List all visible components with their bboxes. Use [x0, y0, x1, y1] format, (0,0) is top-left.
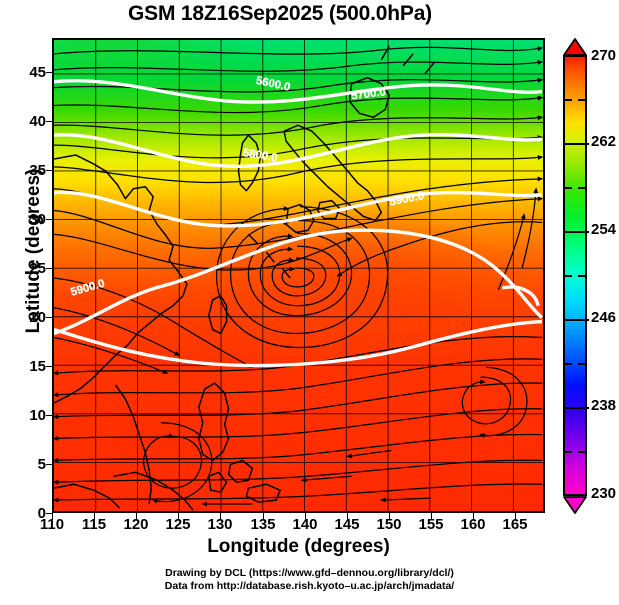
x-tick-label: 125: [165, 516, 191, 533]
y-tick-label: 30: [29, 211, 46, 228]
y-tick-label: 5: [37, 456, 46, 473]
colorbar-tick-254: [565, 231, 589, 233]
y-tick-label: 0: [37, 505, 46, 522]
x-tick-label: 140: [292, 516, 318, 533]
y-tick-label: 40: [29, 113, 46, 130]
y-tick-label: 10: [29, 407, 46, 424]
coastline-layer: [54, 45, 436, 511]
x-tick-label: 120: [123, 516, 149, 533]
contour-label: 5800.0: [242, 147, 278, 164]
colorbar[interactable]: 270 262 254 246 238 230: [563, 38, 616, 514]
streamline-layer: [54, 46, 543, 507]
colorbar-extend-top-icon: [563, 38, 587, 56]
contour-label: 5600.0: [255, 75, 292, 94]
contour-label: 5900.0: [69, 278, 106, 299]
y-tick-label: 15: [29, 358, 46, 375]
x-tick-label: 155: [418, 516, 444, 533]
x-axis-title: Longitude (degrees): [207, 536, 390, 557]
page-title: GSM 18Z16Sep2025 (500.0hPa): [128, 2, 432, 25]
plot-inner: 5600.0 5700.0 5800.0 5900.0 5900.0: [54, 40, 543, 511]
colorbar-label: 238: [591, 397, 617, 414]
colorbar-tick-246: [565, 319, 589, 321]
x-tick-label: 145: [334, 516, 360, 533]
y-tick-label: 35: [29, 162, 46, 179]
x-tick-label: 110: [39, 516, 65, 533]
credit-line-data: Data from http://database.rish.kyoto–u.a…: [164, 580, 455, 592]
credit-line-drawing: Drawing by DCL (https://www.gfd–dennou.o…: [165, 567, 454, 579]
colorbar-label: 246: [591, 309, 617, 326]
colorbar-label: 254: [591, 221, 617, 238]
colorbar-tick-238: [565, 407, 589, 409]
colorbar-label: 230: [591, 485, 617, 502]
y-axis-title: Latitude (degrees): [23, 168, 44, 334]
y-tick-label: 25: [29, 260, 46, 277]
colorbar-gradient: [563, 55, 589, 496]
contour-label: 5900.0: [389, 190, 425, 208]
y-tick-label: 20: [29, 309, 46, 326]
x-tick-label: 135: [250, 516, 276, 533]
x-tick-label: 115: [81, 516, 107, 533]
x-tick-label: 130: [207, 516, 233, 533]
map-plot-area[interactable]: 5600.0 5700.0 5800.0 5900.0 5900.0: [52, 38, 545, 513]
x-tick-label: 165: [502, 516, 528, 533]
colorbar-label: 270: [591, 47, 617, 64]
x-tick-label: 160: [460, 516, 486, 533]
y-tick-label: 45: [29, 64, 46, 81]
geopotential-contour-layer: 5600.0 5700.0 5800.0 5900.0 5900.0: [54, 75, 543, 368]
credits: Drawing by DCL (https://www.gfd–dennou.o…: [0, 567, 619, 593]
x-tick-label: 150: [376, 516, 402, 533]
colorbar-extend-bottom-icon: [563, 496, 587, 514]
colorbar-tick-262: [565, 143, 589, 145]
colorbar-label: 262: [591, 133, 617, 150]
contour-label: 5700.0: [350, 86, 386, 102]
